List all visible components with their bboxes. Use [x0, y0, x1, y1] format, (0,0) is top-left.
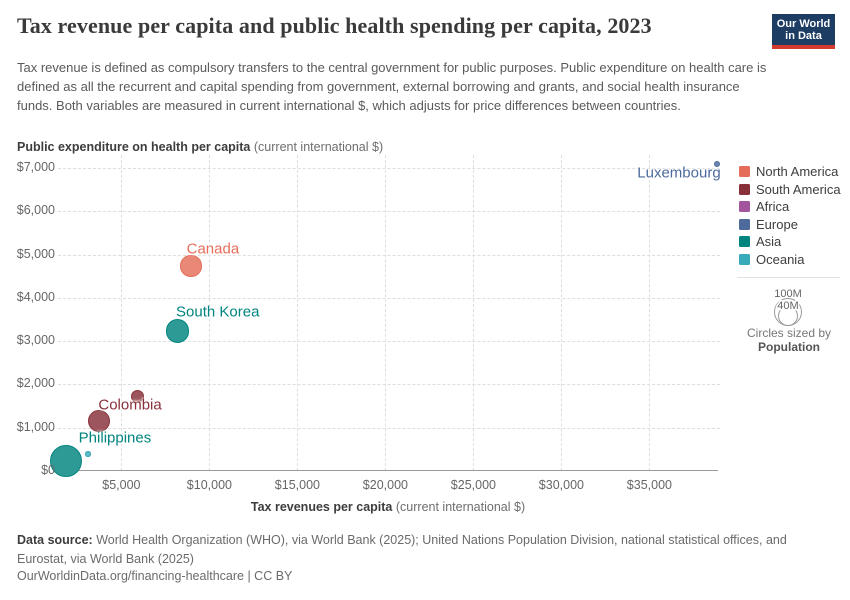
v-gridline [561, 155, 563, 471]
owid-logo-line1: Our World [776, 18, 831, 30]
legend-label: Oceania [756, 251, 805, 267]
h-gridline [58, 384, 720, 386]
legend-swatch [739, 183, 750, 195]
v-gridline [121, 155, 123, 471]
footer-link[interactable]: OurWorldinData.org/financing-healthcare … [17, 569, 293, 583]
legend-label: Asia [756, 234, 782, 250]
point-label-philippines[interactable]: Philippines [78, 429, 152, 447]
y-tick-label: $5,000 [16, 246, 55, 261]
legend-swatch [739, 253, 750, 265]
legend-swatch [739, 218, 750, 230]
legend-item-south-america[interactable]: South America [739, 181, 841, 199]
legend-swatch [739, 201, 750, 213]
owid-logo[interactable]: Our World in Data [772, 14, 835, 49]
h-gridline [58, 167, 720, 169]
continent-legend: North America South America Africa Europe As… [739, 163, 841, 268]
plot-area: Philippines Colombia South Korea Canada Luxe… [50, 155, 721, 478]
size-legend: 100M 40M [774, 288, 802, 326]
size-legend-outer-label: 100M [774, 288, 802, 300]
x-axis-title-main: Tax revenues per capita [250, 500, 393, 514]
point-label-colombia[interactable]: Colombia [98, 396, 162, 414]
data-point-canada[interactable] [180, 255, 202, 277]
legend-label: Europe [756, 216, 798, 232]
point-label-south-korea[interactable]: South Korea [176, 303, 260, 321]
x-axis-title-unit: (current international $) [395, 500, 526, 514]
data-point-colombia[interactable] [88, 409, 111, 432]
legend-item-africa[interactable]: Africa [739, 198, 841, 216]
x-tick-label: $20,000 [362, 478, 408, 492]
data-point-oceania[interactable] [85, 451, 91, 457]
owid-logo-line2: in Data [785, 30, 822, 42]
legend-item-europe[interactable]: Europe [739, 216, 841, 234]
v-gridline [385, 155, 387, 471]
size-legend-inner-circle [778, 306, 798, 326]
x-tick-label: $30,000 [538, 478, 584, 492]
v-gridline [209, 155, 211, 471]
data-point-philippines[interactable] [50, 445, 82, 478]
v-gridline [473, 155, 475, 471]
y-tick-label: $6,000 [16, 203, 55, 218]
point-label-canada[interactable]: Canada [186, 240, 240, 258]
chart-subtitle: Tax revenue is defined as compulsory tra… [17, 60, 767, 113]
x-axis-title: Tax revenues per capita (current interna… [58, 500, 718, 514]
page-title: Tax revenue per capita and public health… [17, 13, 652, 38]
x-tick-label: $10,000 [186, 478, 232, 492]
size-legend-inner-label: 40M [777, 300, 798, 312]
legend-item-asia[interactable]: Asia [739, 233, 841, 251]
data-source-label: Data source: [17, 533, 93, 547]
legend-swatch [739, 236, 750, 248]
size-legend-caption: Circles sized by [746, 326, 832, 340]
legend-item-oceania[interactable]: Oceania [739, 251, 841, 269]
legend-label: Africa [756, 199, 790, 215]
h-gridline [58, 297, 720, 299]
y-tick-label: $4,000 [16, 289, 55, 304]
h-gridline [58, 254, 720, 256]
y-tick-label: $1,000 [16, 419, 55, 434]
y-tick-label: $3,000 [16, 333, 55, 348]
y-tick-label: $7,000 [16, 159, 55, 174]
data-source-text: World Health Organization (WHO), via Wor… [17, 533, 787, 566]
legend-item-north-america[interactable]: North America [739, 163, 841, 181]
data-source-note: Data source: World Health Organization (… [17, 531, 809, 568]
size-legend-caption-variable: Population [758, 340, 820, 354]
x-axis-line [58, 470, 718, 471]
y-axis-title: Public expenditure on health per capita … [17, 140, 383, 154]
x-tick-label: $5,000 [102, 478, 141, 492]
h-gridline [58, 427, 720, 429]
point-label-luxembourg[interactable]: Luxembourg [637, 164, 721, 182]
y-tick-label: $2,000 [16, 376, 55, 391]
x-tick-label: $25,000 [450, 478, 496, 492]
data-point-south-korea[interactable] [166, 319, 190, 343]
h-gridline [58, 341, 720, 343]
data-point-south-america[interactable] [130, 390, 144, 404]
y-axis-title-main: Public expenditure on health per capita [17, 140, 251, 154]
legend-swatch [739, 166, 750, 178]
legend-label: North America [756, 164, 839, 180]
h-gridline [58, 211, 720, 213]
x-tick-label: $15,000 [274, 478, 320, 492]
v-gridline [297, 155, 299, 471]
legend-divider [737, 277, 840, 278]
data-point-luxembourg[interactable] [713, 161, 720, 167]
legend-label: South America [756, 181, 841, 197]
y-axis-title-unit: (current international $) [253, 140, 384, 154]
x-tick-label: $35,000 [626, 478, 672, 492]
y-tick-label: $0 [41, 463, 55, 477]
v-gridline [649, 155, 651, 471]
